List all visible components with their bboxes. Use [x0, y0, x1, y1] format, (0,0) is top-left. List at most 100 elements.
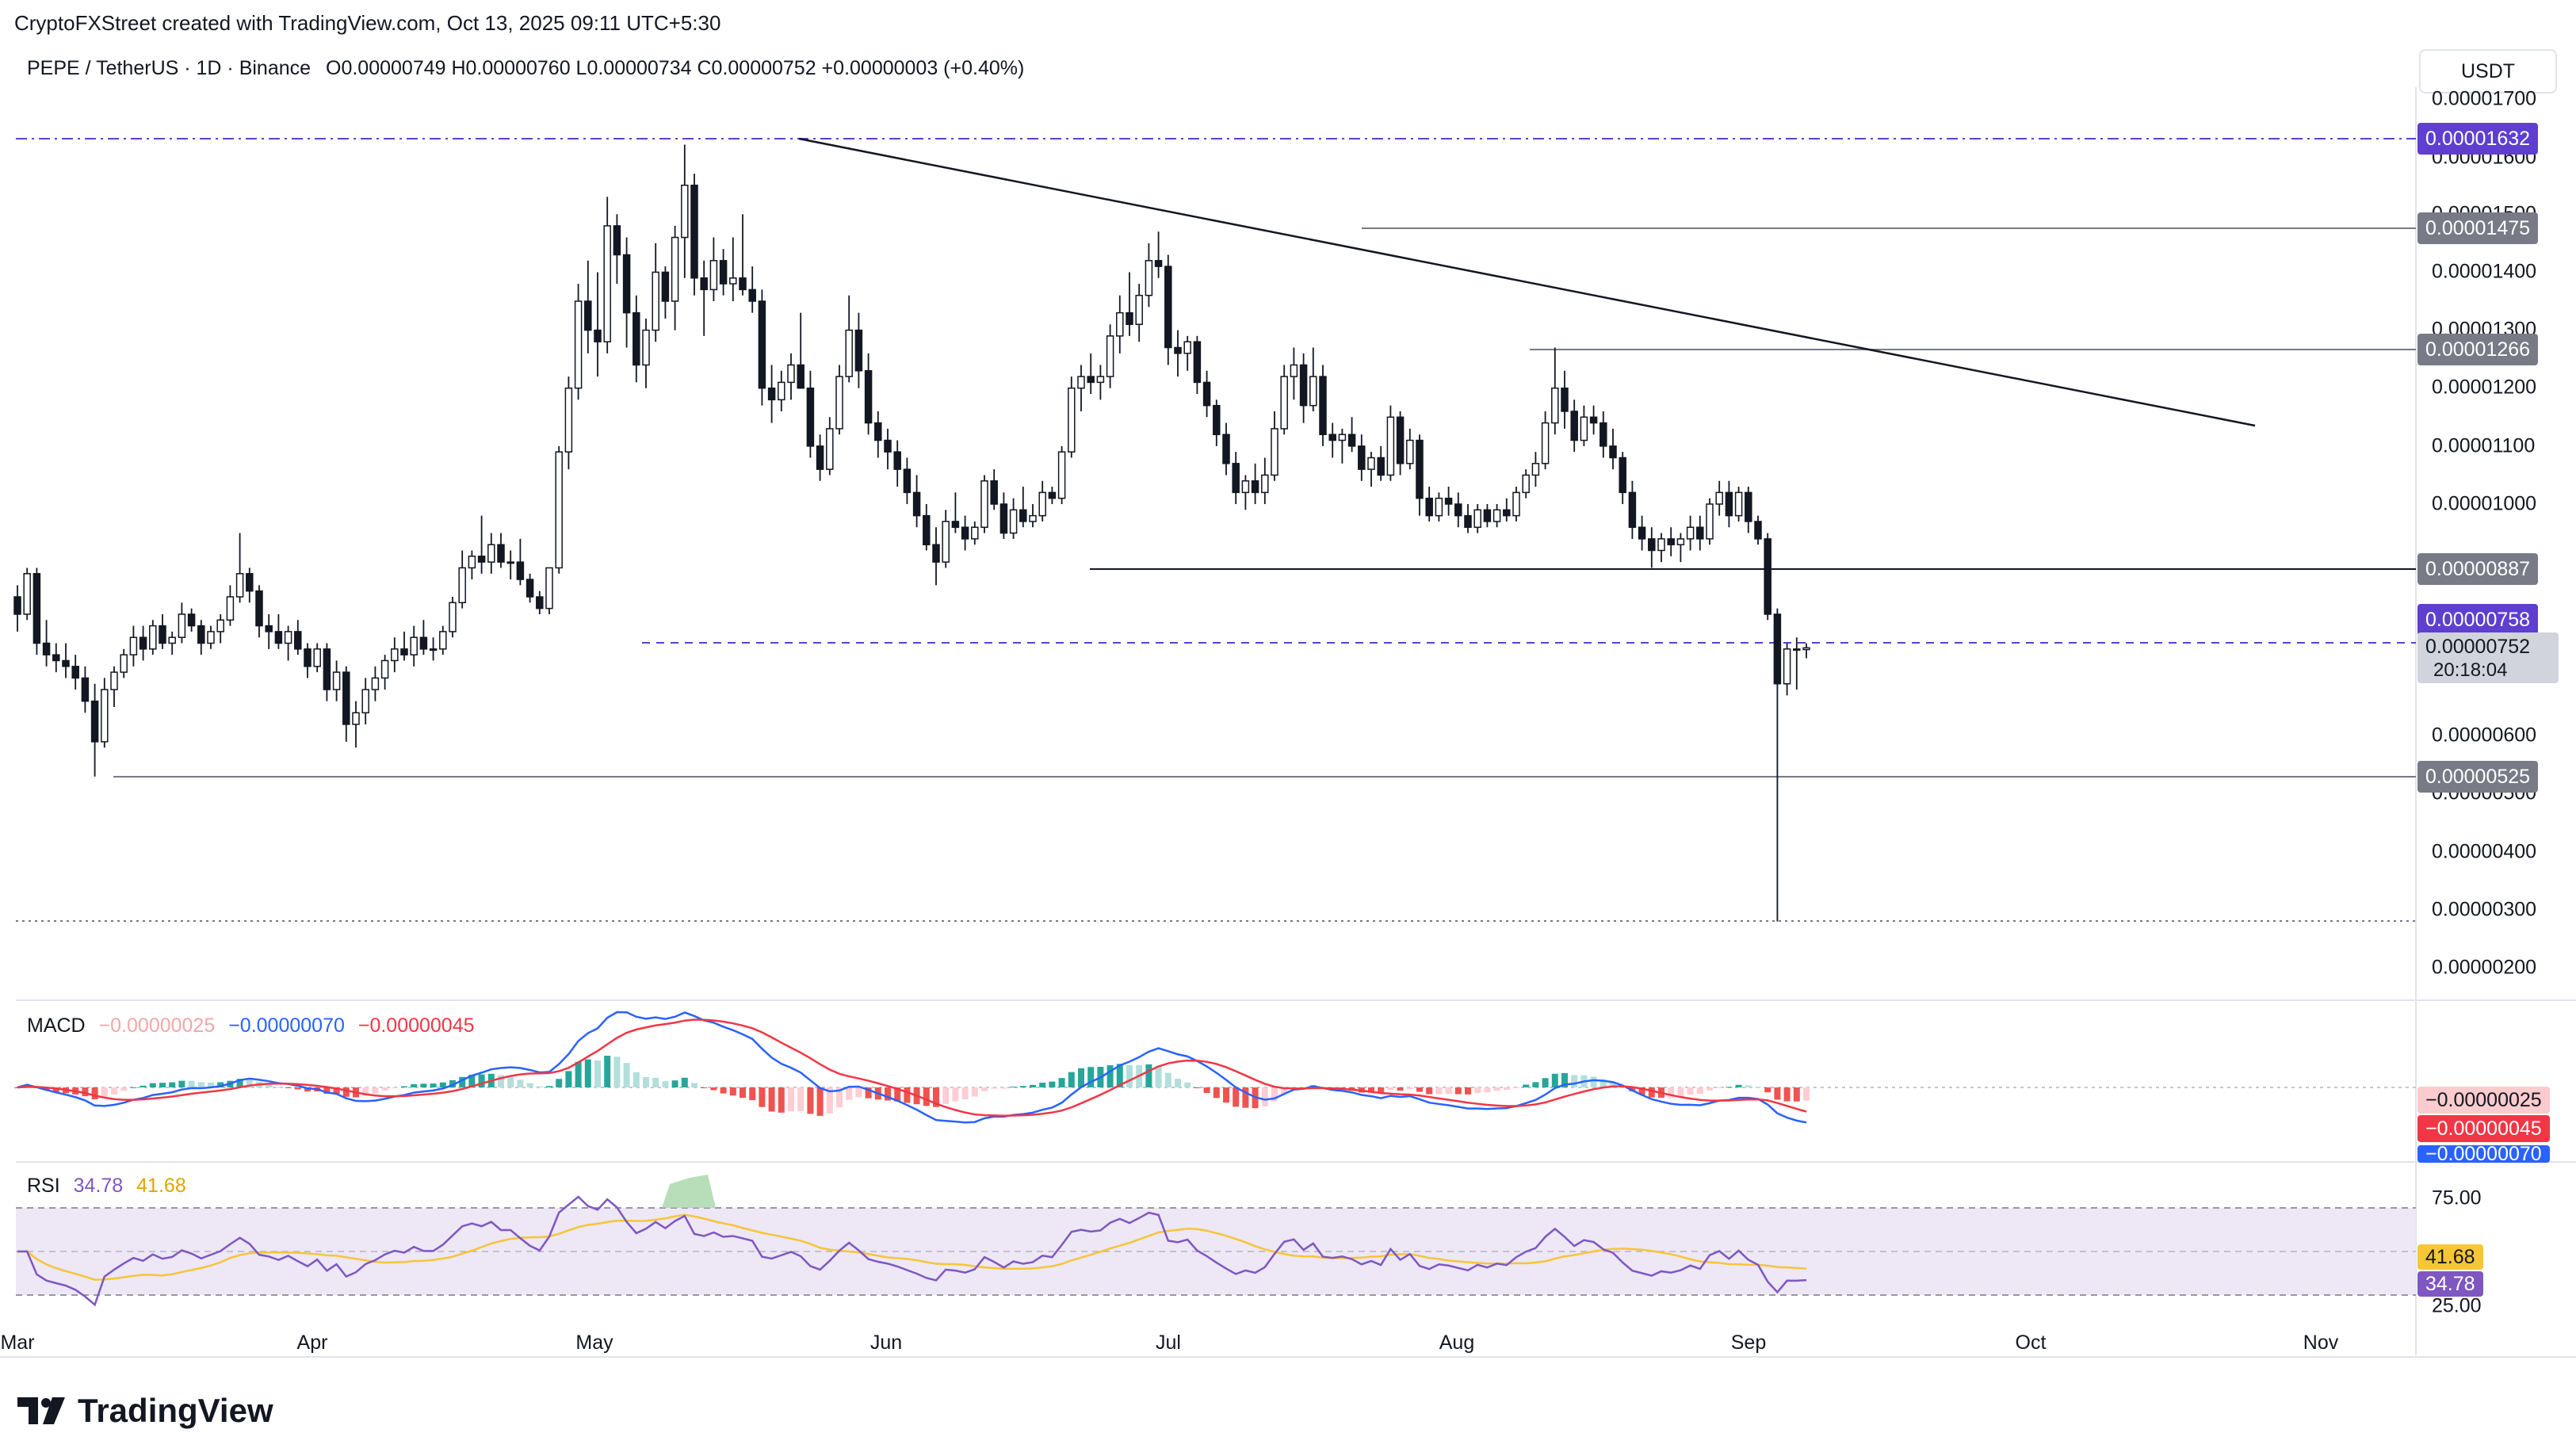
candle-up [1367, 457, 1375, 470]
macd-hist-bar [971, 1087, 978, 1097]
candle-down [622, 254, 631, 314]
macd-hist-bar [1532, 1082, 1539, 1087]
macd-hist-bar [285, 1087, 292, 1088]
candle-up [971, 526, 979, 540]
candle-down [81, 677, 90, 702]
candle-up [1734, 491, 1743, 517]
macd-hist-bar [807, 1087, 814, 1114]
macd-hist-bar [710, 1087, 717, 1091]
candle-down [62, 659, 70, 667]
macd-hist-bar [1175, 1079, 1181, 1087]
candle-up [1473, 509, 1481, 529]
candle-down [246, 573, 254, 592]
rsi-tick-25: 25.00 [2432, 1294, 2482, 1317]
rsi-value-tag: 34.78 [2417, 1271, 2483, 1297]
descending-trendline [798, 137, 2256, 427]
candle-down [1126, 311, 1133, 326]
candle-down [342, 671, 350, 725]
macd-hist-bar [691, 1083, 698, 1087]
macd-hist-bar [836, 1087, 843, 1108]
dashed-758-tag: 0.00000758 [2417, 604, 2539, 636]
candle-up [429, 648, 438, 651]
macd-hist-bar [556, 1079, 563, 1087]
macd-hist-bar [826, 1087, 833, 1114]
macd-hist-bar [933, 1087, 939, 1107]
macd-hist-bar [613, 1057, 621, 1087]
macd-hist-bar [1716, 1087, 1723, 1088]
macd-hist-bar [652, 1077, 659, 1087]
macd-hist-bar [981, 1087, 988, 1091]
macd-hist-bar [1783, 1087, 1791, 1102]
candle-down [1174, 346, 1182, 354]
macd-hist-bar [1397, 1087, 1404, 1091]
candle-down [536, 596, 544, 609]
candle-up [487, 544, 495, 563]
candle-down [265, 625, 273, 632]
macd-hist-bar [52, 1087, 59, 1092]
rsi-line [17, 1195, 1807, 1307]
candle-up [506, 561, 514, 564]
macd-hist-bar [362, 1087, 369, 1096]
macd-hist-bar [740, 1087, 746, 1099]
candle-up [1657, 538, 1665, 552]
macd-hist-bar [1145, 1064, 1152, 1087]
candle-up [1271, 428, 1278, 476]
macd-hist-bar [942, 1087, 950, 1104]
candle-down [526, 579, 534, 598]
macd-hist-bar [1445, 1087, 1452, 1095]
macd-hist-bar [797, 1087, 805, 1112]
candle-down [323, 648, 331, 690]
candle-up [332, 671, 341, 690]
macd-hist-bar [130, 1087, 137, 1088]
macd-hist-bar [111, 1087, 117, 1095]
macd-hist-bar [749, 1087, 756, 1101]
candle-up [1183, 341, 1191, 354]
price-tick: 0.00000300 [2432, 898, 2537, 921]
macd-hist-bar [1474, 1087, 1481, 1094]
candle-up [1580, 416, 1588, 441]
price-tick: 0.00001100 [2432, 434, 2536, 457]
macd-hist-bar [961, 1087, 969, 1100]
macd-hist-bar [1078, 1068, 1084, 1087]
month-label: Jun [869, 1332, 903, 1354]
candle-up [235, 573, 244, 598]
tradingview-logo-icon [17, 1397, 65, 1424]
candle-up [787, 364, 795, 384]
macd-hist-bar [623, 1063, 630, 1087]
macd-hist-bar [1164, 1072, 1171, 1087]
candle-up [110, 671, 118, 690]
candle-down [1619, 457, 1626, 494]
candle-down [1503, 509, 1511, 517]
candle-down [1793, 648, 1801, 651]
macd-hist-bar [1523, 1084, 1530, 1087]
candle-up [1706, 503, 1714, 540]
candle-down [1299, 364, 1308, 407]
macd-hist-bar [1493, 1087, 1500, 1091]
macd-signal-tag: −0.00000045 [2417, 1115, 2550, 1142]
candle-down [1347, 434, 1356, 447]
macd-hist-bar [208, 1082, 214, 1087]
candle-up [1077, 376, 1085, 389]
tradingview-logo[interactable]: TradingView [17, 1392, 273, 1430]
macd-hist-bar [894, 1087, 901, 1102]
macd-hist-bar [1416, 1087, 1423, 1092]
support-887-tag: 0.00000887 [2417, 553, 2539, 585]
candle-down [32, 573, 41, 644]
macd-hist-bar [1000, 1087, 1007, 1089]
macd-hist-bar [498, 1075, 504, 1087]
macd-line-value: −0.00000070 [228, 1014, 345, 1037]
macd-hist-bar [1378, 1087, 1385, 1094]
candle-up [1038, 491, 1046, 517]
price-tick: 0.00001700 [2432, 87, 2537, 110]
candle-down [1667, 538, 1675, 545]
macd-hist-tag: −0.00000025 [2417, 1087, 2550, 1114]
currency-button[interactable]: USDT [2419, 49, 2557, 94]
symbol-title: PEPE / TetherUS · 1D · Binance [27, 57, 311, 79]
candle-up [371, 677, 380, 690]
candles-group [13, 144, 1810, 922]
macd-hist-bar [1454, 1087, 1462, 1095]
macd-hist-bar [1058, 1078, 1065, 1087]
candle-up [1541, 422, 1550, 464]
candle-up [778, 381, 785, 401]
